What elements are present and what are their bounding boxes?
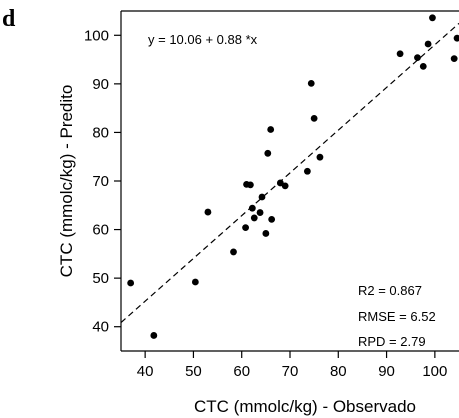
- x-tick-label: 70: [282, 363, 299, 380]
- data-point: [242, 224, 249, 232]
- y-tick-label: 70: [92, 173, 109, 190]
- data-point: [191, 278, 199, 286]
- data-point: [267, 126, 275, 133]
- data-point: [414, 54, 421, 62]
- data-point: [453, 34, 459, 42]
- stat-rmse: RMSE = 6.52: [358, 309, 436, 324]
- axis-ticks: 40 50 60 70 80 90 100 40 50 60 70 80 90 100: [84, 27, 447, 380]
- y-tick-label: 50: [92, 270, 109, 287]
- x-axis-title: CTC (mmolc/kg) - Observado: [194, 397, 416, 416]
- data-points: [127, 14, 459, 339]
- data-point: [281, 182, 289, 190]
- data-point: [256, 209, 264, 216]
- data-point: [316, 153, 324, 161]
- data-point: [230, 248, 237, 256]
- data-point: [303, 167, 311, 175]
- data-point: [150, 332, 158, 339]
- y-tick-label: 100: [84, 27, 109, 44]
- x-tick-label: 40: [137, 363, 154, 380]
- data-point: [258, 193, 266, 201]
- data-point: [419, 62, 427, 70]
- panel-label: d: [2, 6, 16, 32]
- data-point: [424, 40, 432, 48]
- data-point: [450, 55, 458, 62]
- x-tick-label: 80: [330, 363, 347, 380]
- x-tick-label: 60: [233, 363, 250, 380]
- regression-fit-line: [121, 22, 459, 323]
- data-point: [264, 149, 272, 157]
- data-point: [310, 114, 318, 122]
- y-axis-title: CTC (mmolc/kg) - Predito: [57, 85, 76, 278]
- stat-r2: R2 = 0.867: [358, 283, 422, 298]
- data-point: [127, 279, 135, 287]
- fit-line-group: [121, 22, 459, 323]
- x-tick-label: 90: [378, 363, 395, 380]
- stat-rpd: RPD = 2.79: [358, 334, 426, 349]
- x-tick-label: 50: [185, 363, 202, 380]
- data-point: [248, 204, 256, 212]
- y-tick-label: 60: [92, 222, 109, 239]
- regression-equation: y = 10.06 + 0.88 *x: [148, 32, 258, 47]
- y-tick-label: 90: [92, 76, 109, 93]
- x-tick-label: 100: [422, 363, 447, 380]
- data-point: [307, 79, 315, 87]
- data-point: [204, 208, 212, 216]
- y-tick-label: 40: [92, 319, 109, 336]
- data-point: [396, 50, 404, 58]
- data-point: [247, 181, 254, 189]
- data-point: [429, 14, 436, 22]
- data-point: [250, 214, 258, 222]
- data-point: [268, 215, 276, 223]
- y-tick-label: 80: [92, 124, 109, 141]
- data-point: [262, 230, 270, 237]
